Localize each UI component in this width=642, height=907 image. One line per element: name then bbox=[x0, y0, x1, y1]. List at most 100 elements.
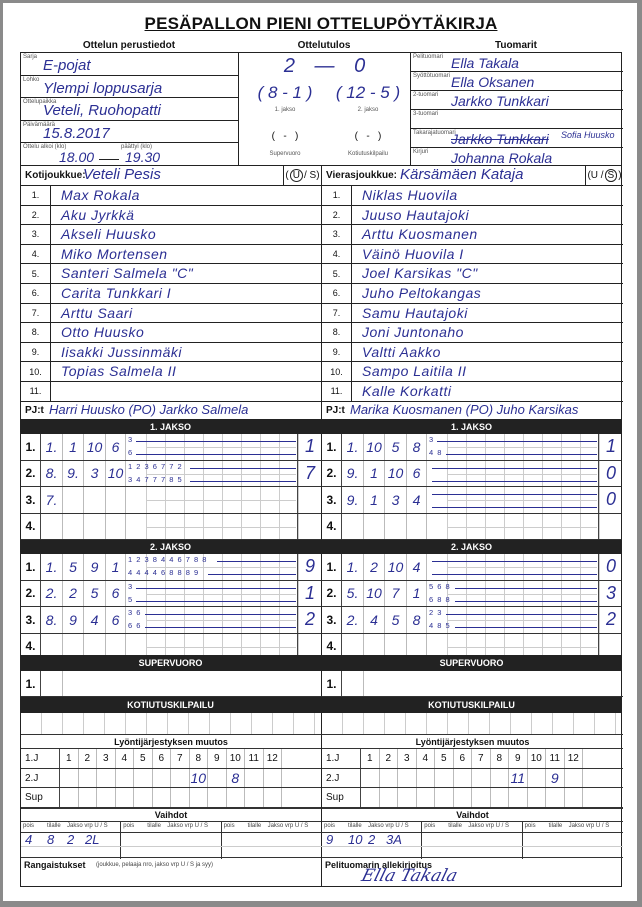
referee-name[interactable]: Jarkko Tunkkari bbox=[451, 93, 549, 109]
batter-cell[interactable]: 4 bbox=[364, 607, 385, 633]
order-cell[interactable] bbox=[380, 788, 398, 808]
batter-cell[interactable]: 6 bbox=[106, 580, 126, 606]
order-cell[interactable]: 11 bbox=[546, 749, 565, 768]
batter-cell[interactable]: 8 bbox=[407, 607, 427, 633]
batter-cell[interactable]: 5 bbox=[84, 580, 106, 606]
batter-cell[interactable] bbox=[84, 513, 106, 539]
batter-cell[interactable] bbox=[342, 513, 364, 539]
player-name[interactable]: Otto Huusko bbox=[61, 324, 145, 341]
inning-runs[interactable] bbox=[297, 487, 322, 513]
order-cell[interactable]: 10 bbox=[528, 749, 546, 768]
inning-runs[interactable]: 2 bbox=[598, 607, 623, 633]
order-cell[interactable]: 9 bbox=[509, 749, 528, 768]
inning-runs[interactable]: 1 bbox=[297, 580, 322, 606]
order-cell[interactable] bbox=[398, 788, 417, 808]
referee-name[interactable]: Johanna Rokala bbox=[451, 150, 553, 166]
player-name[interactable]: Joel Karsikas "C" bbox=[362, 265, 478, 282]
batter-cell[interactable]: 1. bbox=[342, 434, 364, 460]
inning-runs[interactable]: 0 bbox=[598, 554, 623, 580]
series-value[interactable]: E-pojat bbox=[43, 57, 91, 74]
order-cell[interactable] bbox=[509, 788, 528, 808]
batter-cell[interactable] bbox=[342, 671, 364, 696]
order-cell[interactable]: 7 bbox=[171, 749, 190, 768]
home-home-away-selector[interactable]: (U / S) bbox=[283, 166, 321, 185]
player-name[interactable]: Carita Tunkkari I bbox=[61, 285, 172, 301]
batter-cell[interactable] bbox=[342, 633, 364, 659]
batter-cell[interactable]: 5 bbox=[385, 607, 407, 633]
batter-cell[interactable]: 2. bbox=[342, 607, 364, 633]
order-cell[interactable]: 3 bbox=[97, 749, 116, 768]
order-cell[interactable]: 1 bbox=[60, 749, 79, 768]
batter-cell[interactable]: 2 bbox=[364, 554, 385, 580]
away-home-away-selector[interactable]: (U / S) bbox=[585, 166, 623, 185]
player-name[interactable]: Arttu Kuosmanen bbox=[362, 226, 478, 243]
inning-runs[interactable]: 1 bbox=[598, 434, 623, 460]
end-time[interactable]: 19.30 bbox=[125, 149, 161, 166]
batter-cell[interactable]: 1. bbox=[342, 554, 364, 580]
batter-cell[interactable]: 8. bbox=[41, 460, 63, 486]
inning-runs[interactable]: 9 bbox=[297, 554, 322, 580]
penalties-field[interactable]: Rangaistukset (joukkue, pelaaja nro, jaks… bbox=[21, 858, 322, 887]
batter-cell[interactable]: 4 bbox=[407, 487, 427, 513]
order-cell[interactable] bbox=[472, 768, 491, 788]
order-cell[interactable] bbox=[60, 768, 79, 788]
batter-cell[interactable]: 9. bbox=[342, 487, 364, 513]
player-name[interactable]: Juho Peltokangas bbox=[362, 285, 482, 301]
player-name[interactable]: Sampo Laitila II bbox=[362, 363, 467, 380]
inning-runs[interactable]: 0 bbox=[598, 487, 623, 513]
start-time[interactable]: 18.00 bbox=[59, 149, 95, 166]
player-name[interactable]: Iisakki Jussinmäki bbox=[61, 343, 183, 360]
order-cell[interactable] bbox=[264, 788, 282, 808]
order-cell[interactable] bbox=[134, 768, 153, 788]
order-cell[interactable] bbox=[472, 788, 491, 808]
inning-runs[interactable]: 7 bbox=[297, 460, 322, 486]
order-cell[interactable] bbox=[565, 768, 583, 788]
player-name[interactable]: Max Rokala bbox=[61, 187, 140, 203]
batter-cell[interactable] bbox=[63, 633, 84, 659]
batter-cell[interactable]: 9. bbox=[63, 460, 84, 486]
home-team-name[interactable]: Veteli Pesis bbox=[83, 166, 161, 183]
order-cell[interactable] bbox=[79, 788, 97, 808]
order-cell[interactable]: 12 bbox=[264, 749, 282, 768]
order-cell[interactable] bbox=[171, 788, 190, 808]
player-name[interactable]: Valtti Aakko bbox=[362, 343, 441, 360]
batter-cell[interactable]: 6 bbox=[106, 434, 126, 460]
batter-cell[interactable]: 1. bbox=[41, 434, 63, 460]
batter-cell[interactable]: 5. bbox=[342, 580, 364, 606]
player-name[interactable]: Väinö Huovila I bbox=[362, 245, 464, 262]
batter-cell[interactable]: 2. bbox=[41, 580, 63, 606]
order-cell[interactable]: 9 bbox=[208, 749, 227, 768]
batter-cell[interactable]: 10 bbox=[84, 434, 106, 460]
order-cell[interactable]: 8 bbox=[190, 749, 208, 768]
batter-cell[interactable]: 10 bbox=[106, 460, 126, 486]
order-cell[interactable] bbox=[116, 788, 134, 808]
substitution-entry[interactable]: 2L bbox=[85, 832, 100, 847]
batter-cell[interactable] bbox=[41, 633, 63, 659]
substitution-entry[interactable]: 9 bbox=[326, 832, 334, 847]
referee-name[interactable]: Jarkko Tunkkari bbox=[451, 131, 549, 147]
batter-cell[interactable]: 3 bbox=[385, 487, 407, 513]
order-cell[interactable] bbox=[171, 768, 190, 788]
player-name[interactable]: Joni Juntonaho bbox=[362, 324, 464, 341]
order-cell[interactable]: 5 bbox=[435, 749, 454, 768]
coaches-names[interactable]: Harri Huusko (PO) Jarkko Salmela bbox=[49, 401, 249, 417]
batter-cell[interactable] bbox=[41, 671, 63, 696]
batter-cell[interactable]: 1 bbox=[63, 434, 84, 460]
order-cell[interactable] bbox=[153, 768, 171, 788]
batter-cell[interactable]: 1 bbox=[106, 554, 126, 580]
order-cell[interactable] bbox=[454, 768, 472, 788]
substitution-entry[interactable]: 2 bbox=[368, 832, 376, 847]
batter-cell[interactable]: 7 bbox=[385, 580, 407, 606]
order-cell[interactable]: 6 bbox=[153, 749, 171, 768]
batter-cell[interactable]: 4 bbox=[407, 554, 427, 580]
batter-cell[interactable]: 1 bbox=[407, 580, 427, 606]
batter-cell[interactable]: 10 bbox=[364, 580, 385, 606]
batter-cell[interactable] bbox=[41, 513, 63, 539]
order-cell[interactable]: 11 bbox=[509, 768, 528, 788]
order-cell[interactable] bbox=[79, 768, 97, 788]
order-cell[interactable]: 10 bbox=[190, 768, 208, 788]
order-cell[interactable] bbox=[60, 788, 79, 808]
batter-cell[interactable] bbox=[63, 513, 84, 539]
order-cell[interactable]: 4 bbox=[417, 749, 435, 768]
player-name[interactable]: Niklas Huovila bbox=[362, 187, 458, 203]
